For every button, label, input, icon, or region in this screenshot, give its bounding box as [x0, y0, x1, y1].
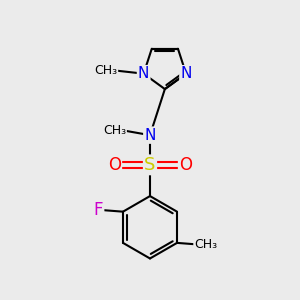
Text: N: N	[144, 128, 156, 142]
Text: CH₃: CH₃	[103, 124, 126, 137]
Text: S: S	[144, 156, 156, 174]
Text: N: N	[180, 66, 192, 81]
Text: CH₃: CH₃	[94, 64, 117, 77]
Text: O: O	[108, 156, 121, 174]
Text: CH₃: CH₃	[194, 238, 218, 251]
Text: F: F	[94, 201, 103, 219]
Text: O: O	[179, 156, 192, 174]
Text: N: N	[138, 66, 149, 81]
